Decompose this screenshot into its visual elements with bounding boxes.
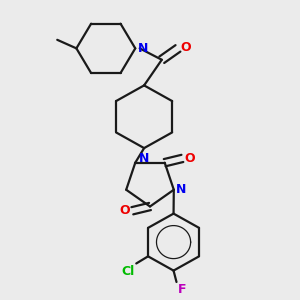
Text: O: O [120,204,130,217]
Text: O: O [180,41,191,54]
Text: Cl: Cl [122,265,135,278]
Text: N: N [139,152,149,164]
Text: N: N [138,42,148,55]
Text: F: F [178,284,187,296]
Text: O: O [184,152,195,165]
Text: N: N [176,183,187,196]
